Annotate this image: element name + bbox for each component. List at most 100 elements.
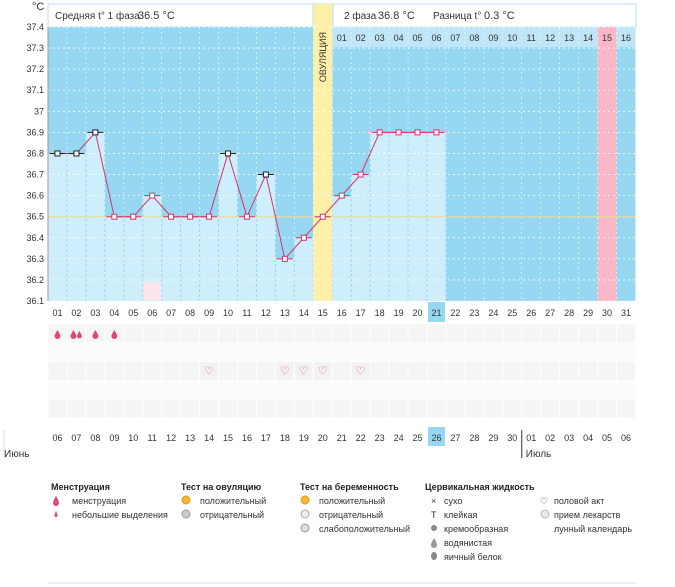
calendar-date-label: 12	[166, 433, 176, 443]
x-tick-label: 06	[147, 308, 157, 318]
y-tick-label: 36.9	[26, 127, 44, 137]
temperature-point	[262, 171, 269, 178]
calendar-date-label: 19	[299, 433, 309, 443]
temperature-point	[376, 129, 383, 136]
calendar-date-label: 24	[394, 433, 404, 443]
temperature-series	[49, 129, 445, 262]
diff-label: Разница t°	[433, 11, 481, 22]
phase2-day-label: 14	[583, 33, 593, 43]
phase2-day-label: 07	[450, 33, 460, 43]
calendar-date-label: 15	[223, 433, 233, 443]
temperature-point	[319, 213, 326, 220]
phase2-day-label: 02	[356, 33, 366, 43]
calendar-date-label: 04	[583, 433, 593, 443]
calendar-date-label: 26	[431, 433, 441, 443]
small-drop-icon	[54, 511, 58, 517]
legend-cervical-watery: водянистая	[444, 538, 492, 548]
calendar-date-label: 11	[148, 433, 157, 443]
x-tick-label: 04	[109, 308, 119, 318]
creamy-icon	[431, 525, 437, 531]
calendar-date-label: 08	[90, 433, 100, 443]
calendar-date-label: 09	[109, 433, 119, 443]
x-tick-label: 27	[545, 308, 555, 318]
menstruation-drop-icon	[53, 496, 59, 506]
x-tick-label: 29	[583, 308, 593, 318]
menstruation-drop	[70, 330, 77, 339]
intercourse-cell	[352, 362, 370, 380]
x-tick-label: 21	[431, 308, 441, 318]
legend-cervical-title: Цервикальная жидкость	[425, 482, 535, 492]
temperature-bar	[294, 237, 313, 301]
legend-pregnancy-positive: положительный	[319, 496, 385, 506]
calendar-date-label: 17	[261, 433, 271, 443]
legend-medication: прием лекарств	[554, 510, 621, 520]
temperature-bar	[238, 216, 256, 301]
legend-cervical-creamy: кремообразная	[444, 524, 508, 534]
x-tick-label: 23	[469, 308, 479, 318]
today-date-marker	[428, 427, 445, 446]
x-tick-label: 05	[128, 308, 138, 318]
intercourse-cell	[314, 362, 332, 380]
temperature-bar	[67, 153, 86, 301]
x-tick-label: 15	[318, 308, 328, 318]
egg-white-icon	[431, 552, 437, 560]
pregnancy-weak-icon	[300, 523, 310, 533]
legend-ovulation-negative: отрицательный	[200, 510, 264, 520]
x-tick-label: 17	[356, 308, 366, 318]
y-tick-label: 37	[34, 106, 44, 116]
phase2-day-label: 11	[527, 33, 536, 43]
calendar-date-label: 01	[526, 433, 536, 443]
x-tick-label: 28	[564, 308, 574, 318]
x-tick-label: 26	[526, 308, 536, 318]
calendar-date-label: 16	[242, 433, 252, 443]
legend-lunar: лунный календарь	[554, 524, 632, 534]
legend-ovulation-title: Тест на овуляцию	[181, 482, 262, 492]
pill-icon	[540, 509, 550, 519]
phase2-day-label: 03	[375, 33, 385, 43]
calendar-date-label: 02	[545, 433, 555, 443]
calendar-date-label: 23	[375, 433, 385, 443]
menstruation-drop	[92, 330, 99, 339]
unit-label: °C	[32, 1, 44, 13]
x-tick-label: 01	[52, 308, 62, 318]
symptom-row	[48, 342, 636, 362]
moon-cell	[143, 282, 162, 300]
calendar-date-label: 18	[280, 433, 290, 443]
calendar-date-label: 30	[507, 433, 517, 443]
moon-icon	[542, 524, 547, 533]
phase2-day-label: 01	[337, 33, 347, 43]
calendar-date-label: 20	[318, 433, 328, 443]
temperature-bar	[332, 195, 351, 301]
calendar-date-label: 29	[488, 433, 498, 443]
legend-cervical-dry: сухо	[444, 496, 462, 506]
temperature-point	[92, 129, 99, 136]
legend-cervical-eggwhite: яичный белок	[444, 552, 502, 562]
phase2-day-label: 16	[621, 33, 631, 43]
phase2-day-label: 15	[602, 33, 612, 43]
calendar-date-label: 03	[564, 433, 574, 443]
temperature-point	[206, 213, 213, 220]
y-tick-label: 36.3	[26, 254, 44, 264]
symptom-row	[48, 380, 636, 400]
y-tick-label: 36.1	[26, 296, 44, 306]
temperature-point	[395, 129, 402, 136]
temperature-point	[414, 129, 421, 136]
y-tick-label: 36.8	[26, 148, 44, 158]
temperature-point	[187, 213, 194, 220]
legend-menstruation-item: менструация	[72, 496, 126, 506]
sticky-icon: T	[431, 510, 437, 520]
symptom-rows: ♡ ♡ ♡ ♡ ♡	[47, 323, 636, 419]
x-tick-label: 20	[413, 308, 423, 318]
phase2-day-label: 04	[394, 33, 404, 43]
temperature-bar	[256, 174, 275, 301]
temperature-point	[281, 255, 288, 262]
calendar-date-label: 28	[469, 433, 479, 443]
phase2-day-label: 13	[564, 33, 574, 43]
today-marker	[428, 302, 445, 322]
y-tick-label: 37.4	[26, 22, 44, 32]
ovulation-negative-icon	[181, 509, 191, 519]
calendar-date-label: 22	[356, 433, 366, 443]
y-tick-label: 36.5	[26, 212, 44, 222]
temperature-point	[54, 150, 61, 157]
symptom-row	[48, 361, 636, 381]
